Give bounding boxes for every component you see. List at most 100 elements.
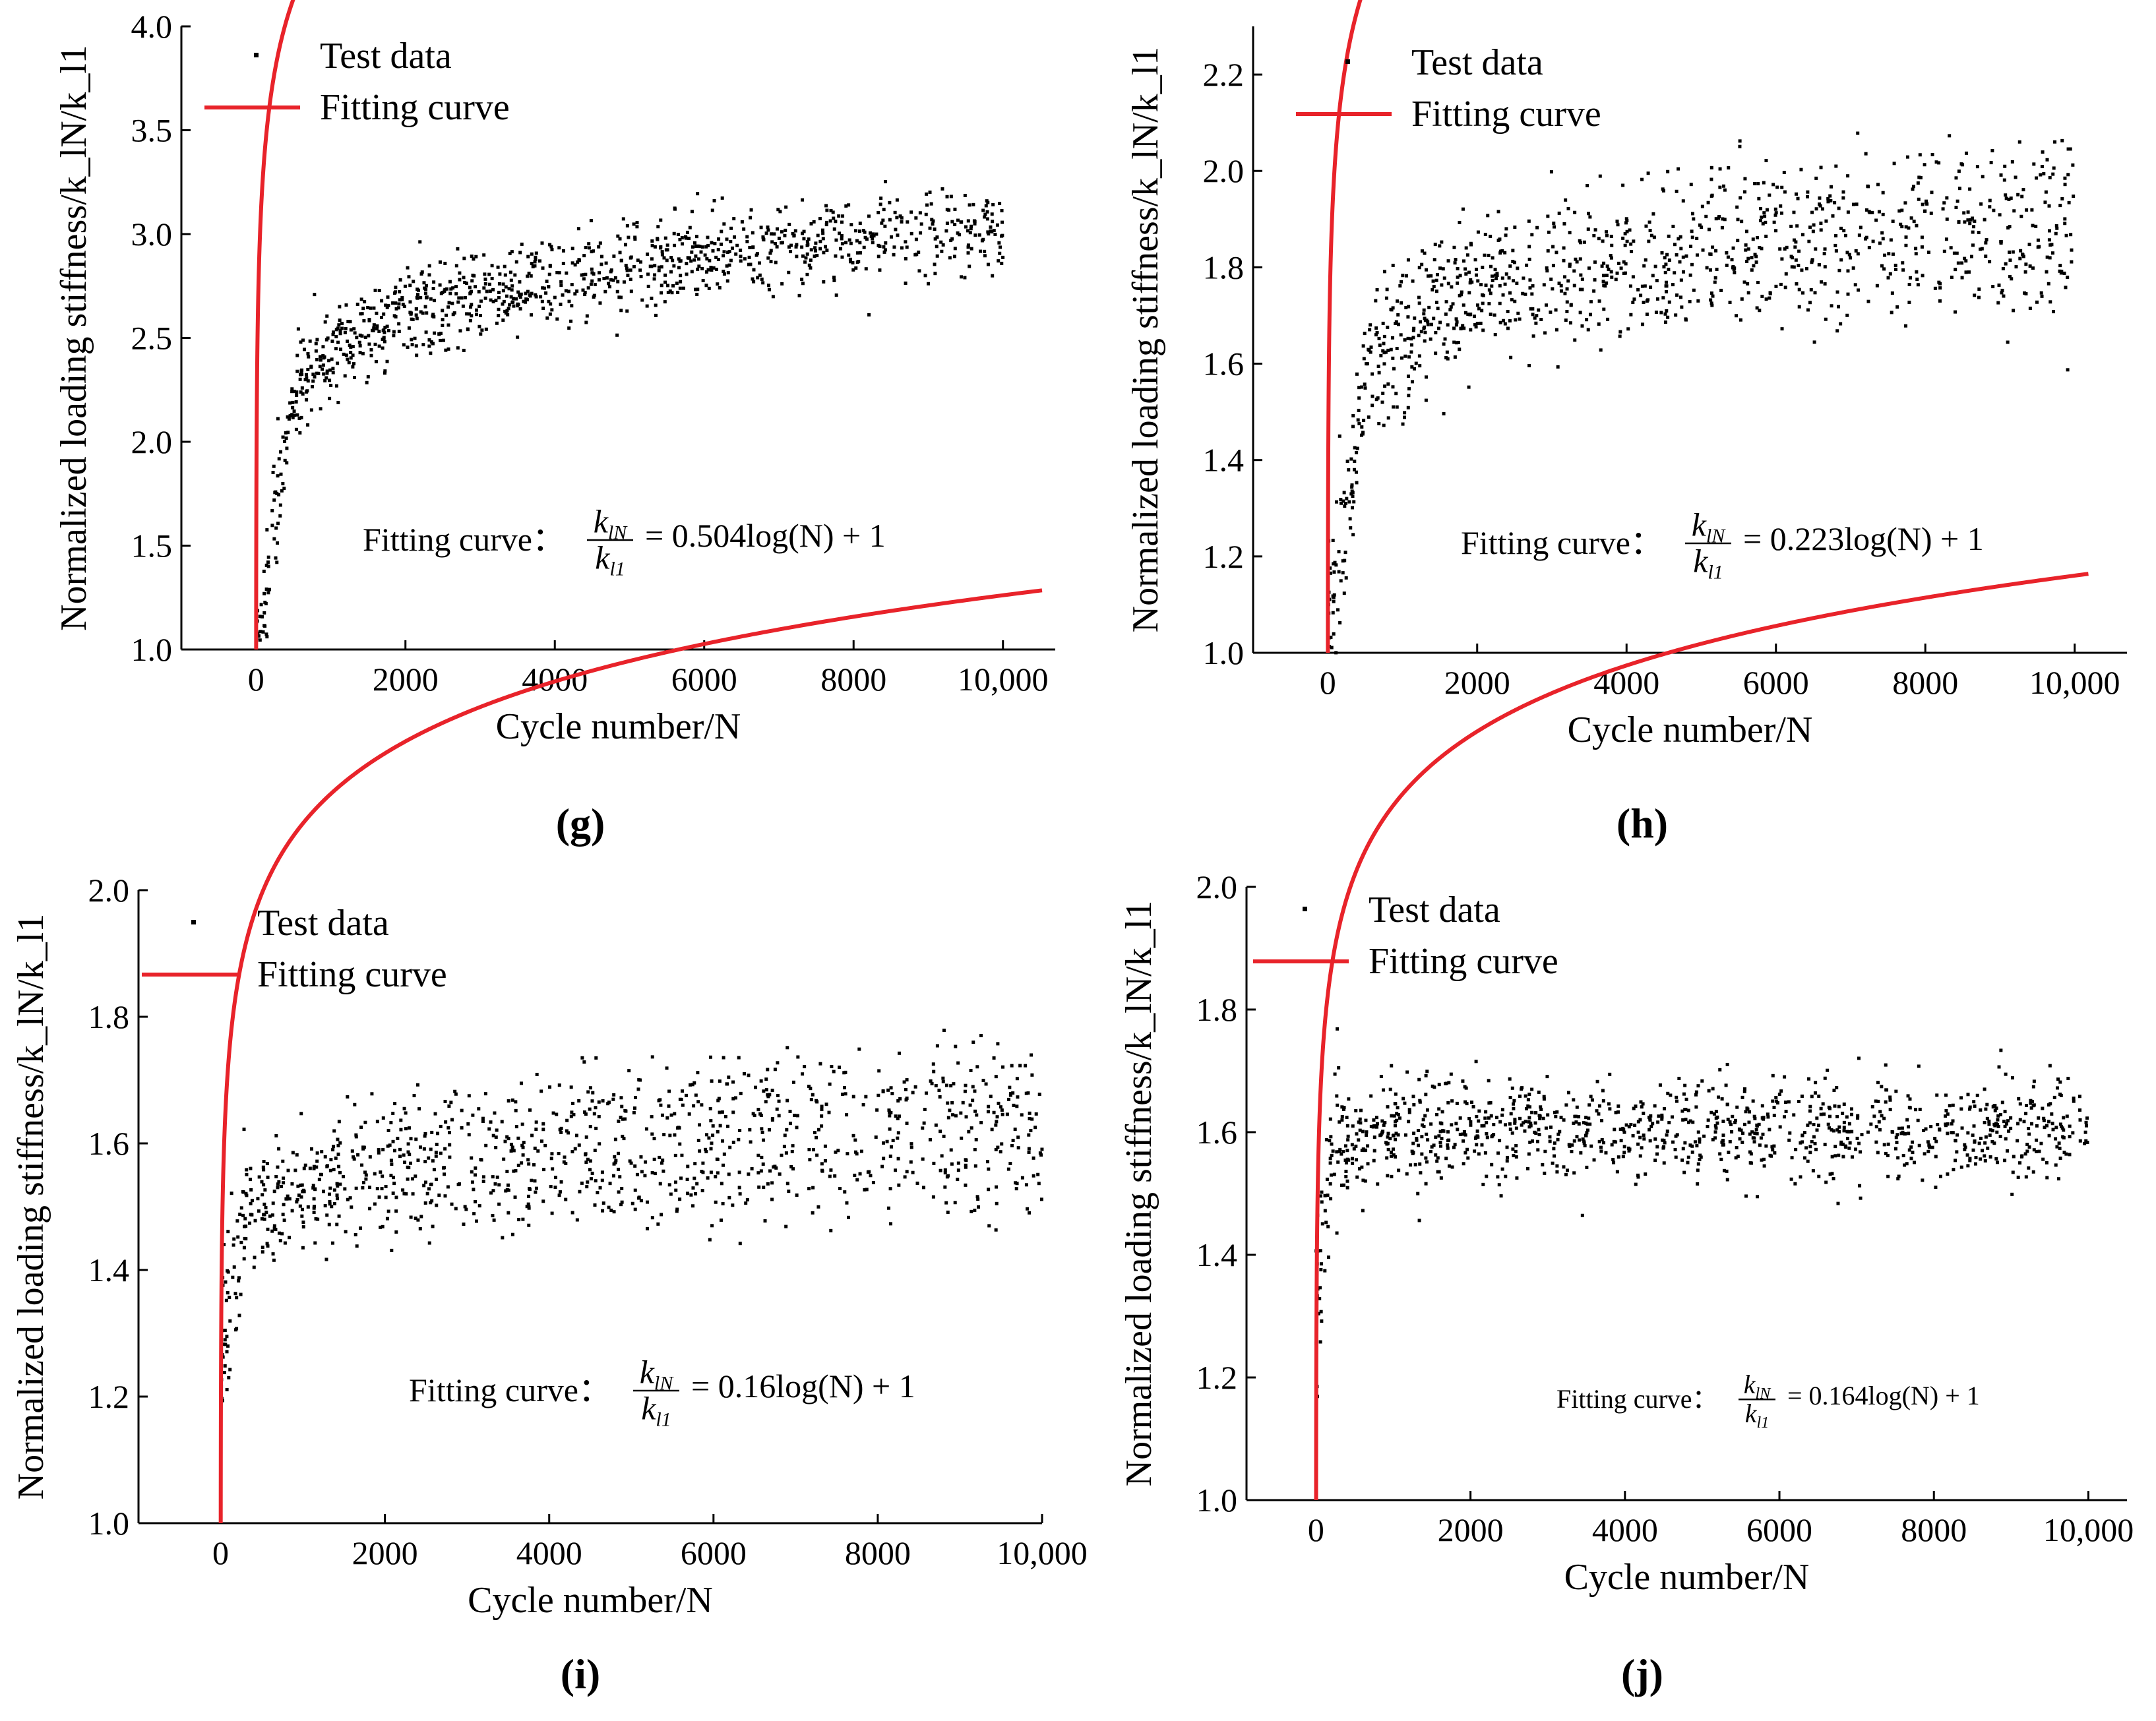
x-axis-label: Cycle number/N	[1564, 1557, 1810, 1598]
data-point	[1452, 340, 1456, 344]
data-point	[840, 237, 844, 241]
data-point	[485, 289, 489, 293]
data-point	[657, 265, 661, 269]
data-point	[1683, 1141, 1687, 1145]
data-point	[1990, 1140, 1994, 1144]
data-point	[847, 253, 851, 257]
data-point	[1384, 1141, 1388, 1145]
data-point	[1679, 235, 1682, 239]
data-point	[291, 400, 295, 404]
data-point	[530, 1133, 534, 1137]
data-point	[260, 1217, 264, 1221]
data-point	[953, 1201, 957, 1205]
data-point	[1001, 1112, 1004, 1116]
data-point	[547, 285, 551, 289]
data-point	[409, 1215, 413, 1219]
data-point	[1638, 1135, 1642, 1139]
data-point	[456, 300, 460, 304]
data-point	[1500, 1113, 1504, 1117]
data-point	[436, 1132, 440, 1135]
data-point	[1768, 193, 1771, 197]
data-point	[1797, 305, 1801, 309]
data-point	[858, 251, 862, 255]
data-point	[421, 343, 425, 347]
data-point	[1822, 1112, 1826, 1116]
data-point	[1344, 576, 1348, 580]
data-point	[1499, 1194, 1503, 1198]
data-point	[1468, 313, 1472, 317]
data-point	[2047, 229, 2051, 233]
data-point	[1489, 234, 1493, 238]
data-point	[733, 235, 737, 239]
data-point	[1381, 391, 1385, 395]
data-point	[1969, 255, 1973, 258]
data-point	[335, 1197, 339, 1201]
data-point	[1444, 1157, 1448, 1161]
data-point	[1823, 282, 1827, 286]
data-point	[1551, 1161, 1555, 1165]
data-point	[716, 257, 720, 261]
data-point	[1678, 260, 1682, 264]
data-point	[1369, 350, 1372, 354]
data-point	[1813, 291, 1817, 295]
data-point	[2066, 1077, 2070, 1081]
data-point	[676, 233, 680, 237]
data-point	[2083, 1130, 2087, 1134]
data-point	[724, 1115, 727, 1119]
data-point	[415, 317, 419, 320]
data-point	[788, 1109, 792, 1113]
data-point	[772, 1165, 776, 1169]
data-point	[1621, 236, 1625, 240]
data-point	[896, 1116, 900, 1120]
data-point	[1493, 268, 1497, 272]
data-point	[1856, 1116, 1860, 1120]
data-point	[1351, 533, 1355, 537]
data-point	[1696, 1130, 1700, 1134]
data-point	[1438, 1144, 1442, 1148]
data-point	[1016, 1135, 1020, 1139]
data-point	[747, 255, 751, 259]
data-point	[1745, 259, 1749, 263]
data-point	[597, 1100, 601, 1104]
data-point	[820, 228, 824, 232]
data-point	[1504, 1123, 1508, 1127]
data-point	[1723, 188, 1727, 192]
data-point	[531, 264, 535, 268]
data-point	[793, 229, 797, 233]
data-point	[268, 1214, 272, 1218]
data-point	[439, 332, 443, 336]
data-point	[952, 255, 956, 258]
data-point	[1794, 1147, 1798, 1151]
data-point	[1988, 1155, 1992, 1159]
data-point	[245, 1172, 249, 1176]
data-point	[1692, 217, 1696, 221]
data-point	[328, 1202, 332, 1206]
data-point	[1770, 1154, 1773, 1158]
data-point	[2031, 1100, 2035, 1104]
data-point	[685, 262, 689, 266]
data-point	[1578, 1138, 1582, 1142]
data-point	[487, 272, 491, 276]
data-point	[679, 1176, 683, 1180]
data-point	[447, 1126, 450, 1130]
data-point	[1371, 404, 1374, 408]
data-point	[624, 264, 628, 268]
data-point	[1684, 254, 1688, 258]
data-point	[1842, 1102, 1846, 1106]
data-point	[1903, 201, 1907, 205]
data-point	[1680, 305, 1684, 309]
data-point	[1504, 1174, 1508, 1178]
data-point	[783, 233, 787, 237]
data-point	[687, 236, 691, 240]
data-point	[577, 1099, 581, 1102]
y-tick-label: 2.0	[1196, 868, 1238, 905]
data-point	[1466, 313, 1470, 317]
data-point	[818, 217, 822, 221]
data-point	[1404, 306, 1408, 310]
data-point	[1664, 284, 1668, 288]
data-point	[1762, 211, 1766, 215]
data-point	[1558, 1130, 1562, 1133]
data-point	[1497, 1183, 1501, 1187]
data-point	[1624, 217, 1628, 221]
data-point	[1818, 202, 1822, 206]
